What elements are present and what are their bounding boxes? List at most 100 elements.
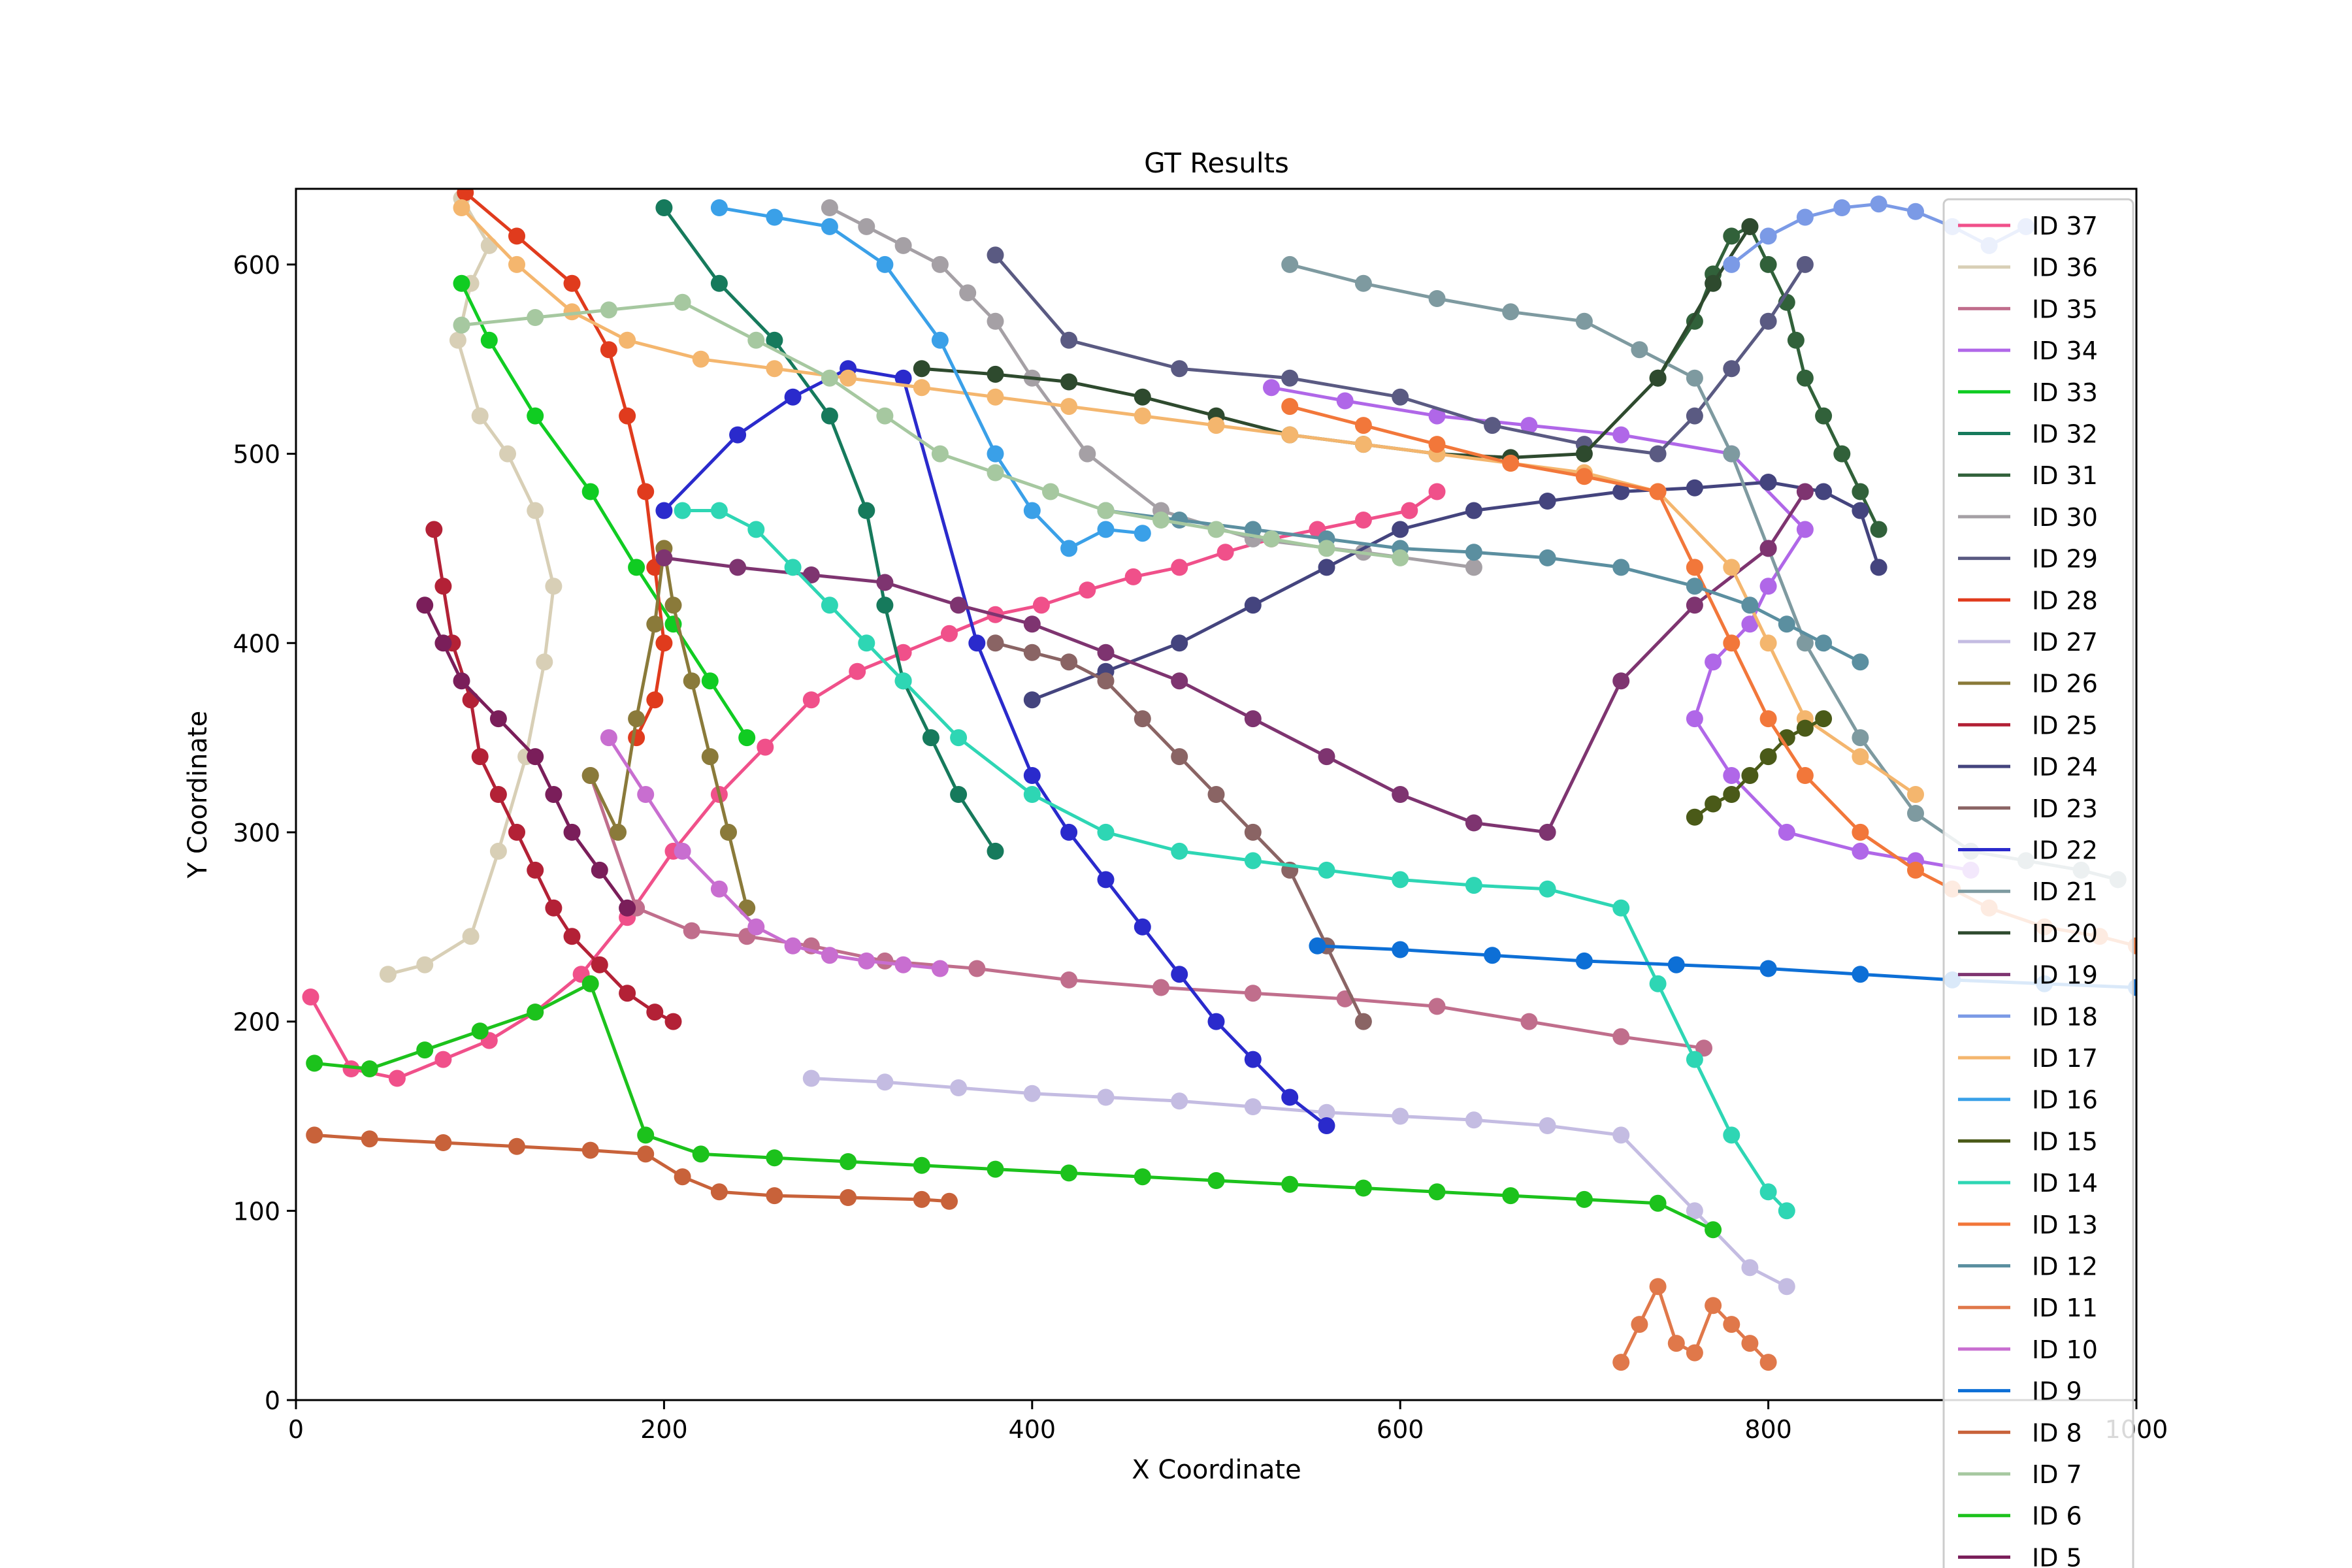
data-point — [1539, 880, 1556, 898]
data-point — [361, 1130, 378, 1148]
data-point — [1787, 331, 1805, 349]
data-point — [757, 738, 774, 756]
data-point — [1392, 871, 1409, 889]
data-point — [876, 596, 894, 614]
data-point — [913, 360, 930, 378]
data-point — [1171, 672, 1188, 690]
data-point — [1852, 653, 1869, 671]
data-point — [1171, 842, 1188, 860]
data-point — [766, 331, 783, 349]
data-point — [1023, 767, 1041, 784]
data-point — [449, 331, 466, 349]
legend-label: ID 35 — [2032, 295, 2098, 323]
data-point — [1281, 1088, 1299, 1106]
data-point — [1428, 407, 1446, 425]
data-point — [1759, 748, 1777, 766]
data-point — [1796, 369, 1814, 387]
series-id-11 — [1612, 1278, 1777, 1371]
data-point — [1686, 710, 1703, 728]
data-point — [1097, 644, 1115, 661]
data-point — [1723, 767, 1740, 784]
data-point — [941, 625, 958, 642]
data-point — [959, 284, 977, 302]
data-point — [710, 274, 728, 292]
data-point — [1079, 581, 1096, 599]
legend-entry: ID 22 — [1958, 836, 2098, 865]
data-point — [1502, 455, 1520, 472]
data-point — [922, 729, 939, 747]
data-point — [462, 928, 480, 945]
data-point — [674, 502, 691, 519]
data-point — [913, 1190, 930, 1208]
data-point — [858, 634, 875, 652]
data-point — [1354, 274, 1372, 292]
data-point — [1539, 493, 1556, 510]
data-point — [683, 922, 700, 939]
data-point — [1023, 644, 1041, 661]
data-point — [1281, 369, 1299, 387]
series-id-25 — [425, 521, 682, 1030]
data-point — [931, 960, 949, 977]
data-point — [1392, 1107, 1409, 1125]
series-id-5 — [416, 596, 636, 917]
data-point — [581, 975, 599, 992]
data-point — [950, 786, 968, 803]
legend-entry: ID 30 — [1958, 503, 2098, 532]
data-point — [1428, 998, 1446, 1015]
legend-label: ID 8 — [2032, 1418, 2082, 1447]
data-point — [766, 1149, 783, 1167]
data-point — [1649, 1278, 1667, 1296]
data-point — [1759, 1183, 1777, 1201]
data-point — [499, 445, 516, 463]
data-point — [1686, 578, 1703, 595]
data-point — [462, 691, 480, 709]
data-point — [876, 952, 894, 970]
data-point — [1171, 966, 1188, 983]
data-point — [1852, 823, 1869, 841]
data-point — [434, 1134, 452, 1151]
data-point — [637, 786, 655, 803]
data-point — [987, 388, 1004, 406]
legend-label: ID 37 — [2032, 212, 2098, 240]
data-point — [1171, 1092, 1188, 1110]
data-point — [646, 615, 664, 633]
data-point — [1097, 823, 1115, 841]
data-point — [457, 189, 474, 201]
data-point — [1263, 379, 1280, 397]
data-point — [1612, 1028, 1630, 1045]
data-point — [1134, 407, 1151, 425]
data-point — [1759, 474, 1777, 491]
data-point — [1465, 502, 1482, 519]
data-point — [894, 237, 912, 254]
data-point — [1354, 1179, 1372, 1197]
legend-label: ID 36 — [2032, 253, 2098, 282]
data-point — [600, 301, 617, 319]
data-point — [1318, 1117, 1335, 1134]
data-point — [1539, 823, 1556, 841]
data-point — [655, 199, 673, 216]
data-point — [987, 445, 1004, 463]
data-point — [766, 1187, 783, 1205]
legend-entry: ID 26 — [1958, 670, 2098, 698]
data-point — [1796, 255, 1814, 273]
data-point — [1741, 1259, 1759, 1277]
data-point — [1631, 1316, 1648, 1333]
y-tick-label: 400 — [233, 629, 280, 658]
data-point — [536, 653, 553, 671]
data-point — [1354, 512, 1372, 529]
data-point — [489, 786, 507, 803]
data-point — [747, 521, 765, 538]
data-point — [1667, 956, 1685, 973]
data-point — [858, 218, 875, 235]
series-line — [314, 982, 1714, 1232]
data-point — [1575, 312, 1593, 330]
data-point — [1852, 502, 1869, 519]
data-point — [802, 691, 820, 709]
data-point — [1465, 544, 1482, 561]
data-point — [876, 407, 894, 425]
legend-label: ID 19 — [2032, 961, 2098, 990]
data-point — [1354, 1013, 1372, 1030]
data-point — [1520, 417, 1538, 434]
data-point — [619, 407, 636, 425]
data-point — [1428, 1183, 1446, 1201]
